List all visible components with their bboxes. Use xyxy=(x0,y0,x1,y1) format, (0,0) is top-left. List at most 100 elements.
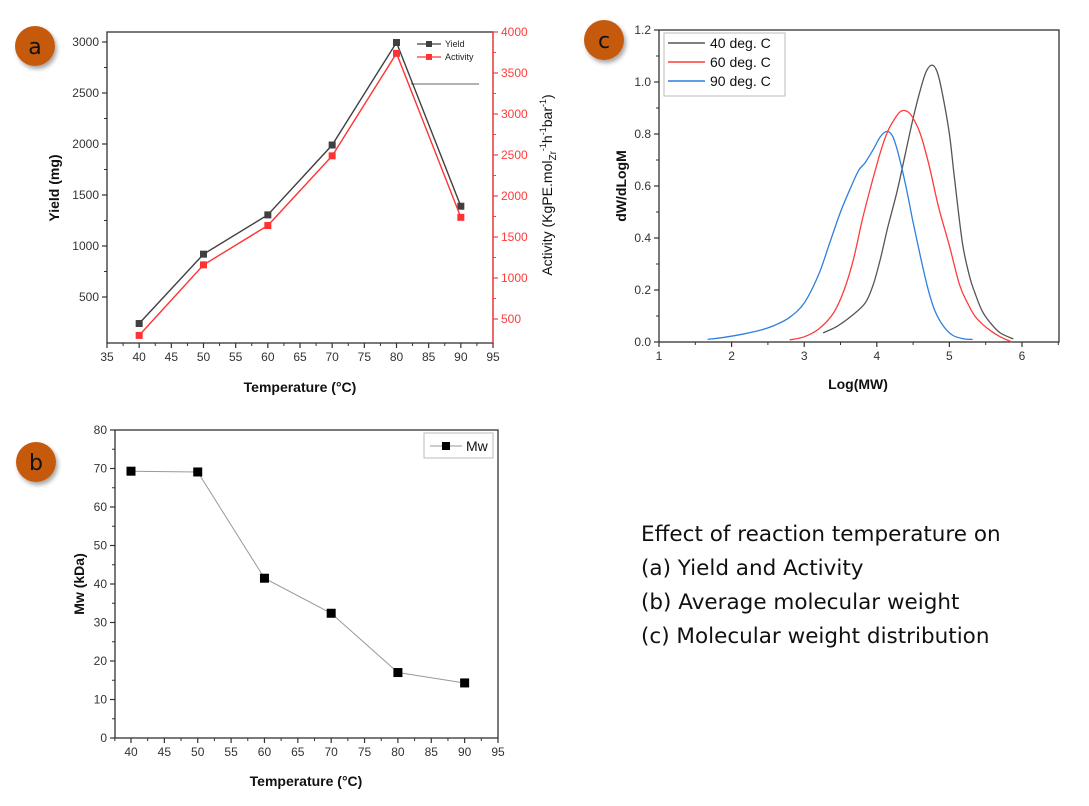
data-point-yield xyxy=(393,39,400,47)
legend-label: Mw xyxy=(466,438,489,454)
y-tick-label: 0.4 xyxy=(634,231,651,245)
badge-label-a: a xyxy=(28,35,41,60)
data-point-yield xyxy=(200,250,207,258)
legend-b: Mw xyxy=(423,432,494,459)
x-tick-label: 3 xyxy=(801,349,808,363)
x-axis-title-c: Log(MW) xyxy=(828,376,888,392)
x-tick-label: 5 xyxy=(946,349,953,363)
y-axis-title-a: Yield (mg) xyxy=(46,154,62,221)
y-tick-label: 60 xyxy=(94,500,108,514)
data-point-activity xyxy=(393,49,400,57)
caption-line: Effect of reaction temperature on xyxy=(641,522,1001,547)
y-tick-label: 0.6 xyxy=(634,179,651,193)
plot-frame-b xyxy=(114,429,499,739)
y-tick-label: 40 xyxy=(94,577,108,591)
data-point-mw xyxy=(193,467,203,477)
legend-a: Yield Activity xyxy=(411,39,479,85)
caption-line: (b) Average molecular weight xyxy=(641,590,960,615)
y-axis-title-c: dW/dLogM xyxy=(613,150,629,222)
y-tick-label: 500 xyxy=(79,290,99,304)
data-point-mw xyxy=(326,608,336,618)
x-tick-label: 80 xyxy=(391,745,405,759)
x-tick-label: 70 xyxy=(325,745,339,759)
series-line-yield xyxy=(138,40,462,324)
badge-circle-b xyxy=(16,442,56,482)
y-tick-label: 70 xyxy=(94,462,108,476)
series-line-mw xyxy=(130,470,465,684)
x-tick-label: 95 xyxy=(491,745,505,759)
y-tick-label: 0.2 xyxy=(634,283,651,297)
data-point-mw xyxy=(126,466,136,476)
figure-caption: Effect of reaction temperature on (a) Yi… xyxy=(641,518,1001,654)
series-line-activity xyxy=(138,51,462,336)
x-tick-label: 80 xyxy=(390,350,404,364)
data-point-yield xyxy=(457,202,465,210)
x-tick-label: 55 xyxy=(229,350,243,364)
x-tick-label: 4 xyxy=(873,349,880,363)
data-point-yield xyxy=(264,211,272,219)
y-tick-label: 80 xyxy=(94,423,108,437)
x-tick-label: 65 xyxy=(291,745,305,759)
x-tick-label: 40 xyxy=(132,350,146,364)
y2-axis-title-a: Activity (KgPE.molZr-1h-1bar-1) xyxy=(538,94,559,275)
x-tick-label: 1 xyxy=(656,349,663,363)
x-axis-title-b: Temperature (°C) xyxy=(250,773,363,789)
x-tick-label: 60 xyxy=(261,350,275,364)
caption-line: (a) Yield and Activity xyxy=(641,556,864,581)
x-tick-label: 40 xyxy=(124,745,138,759)
data-point-activity xyxy=(200,261,207,269)
badge-label-c: c xyxy=(598,29,610,54)
y-tick-label: 1500 xyxy=(72,188,99,202)
y-tick-label: 2500 xyxy=(501,148,528,162)
y-tick-label: 30 xyxy=(94,616,108,630)
badge-circle-a xyxy=(15,26,55,66)
x-tick-label: 35 xyxy=(100,350,114,364)
series-curve-40c xyxy=(822,64,1014,340)
legend-label: 60 deg. C xyxy=(710,54,771,70)
data-point-activity xyxy=(135,331,143,339)
data-point-mw xyxy=(393,668,403,678)
badge-b: b xyxy=(16,442,56,482)
y-tick-label: 1.2 xyxy=(634,23,651,37)
data-point-yield xyxy=(328,141,336,149)
y-tick-label: 1.0 xyxy=(634,75,651,89)
x-tick-label: 65 xyxy=(293,350,307,364)
x-tick-label: 50 xyxy=(197,350,211,364)
data-point-mw xyxy=(460,678,470,688)
y-tick-label: 3000 xyxy=(501,107,528,121)
x-tick-label: 50 xyxy=(191,745,205,759)
badge-c: c xyxy=(584,20,624,60)
x-tick-label: 90 xyxy=(458,745,472,759)
data-point-yield xyxy=(135,320,143,328)
legend-marker xyxy=(442,442,450,450)
x-tick-label: 60 xyxy=(258,745,272,759)
x-tick-label: 45 xyxy=(158,745,172,759)
y-tick-label: 1500 xyxy=(501,230,528,244)
x-tick-label: 2 xyxy=(728,349,735,363)
x-tick-label: 45 xyxy=(165,350,179,364)
series-curve-90c xyxy=(707,130,973,341)
data-point-mw xyxy=(259,573,269,583)
y-tick-label: 4000 xyxy=(501,25,528,39)
y-tick-label: 500 xyxy=(501,312,521,326)
panel-a-yield-activity-chart: 35 40 45 50 55 60 65 70 75 80 85 90 95 500 1000 1500 200… xyxy=(46,25,559,395)
x-tick-label: 6 xyxy=(1019,349,1026,363)
legend-label: Yield xyxy=(445,39,465,49)
data-point-activity xyxy=(264,222,272,230)
y-axis-title-b: Mw (kDa) xyxy=(71,553,87,614)
y-tick-label: 1000 xyxy=(501,271,528,285)
badge-a: a xyxy=(15,26,55,66)
x-tick-label: 95 xyxy=(486,350,500,364)
series-curve-60c xyxy=(789,109,1013,343)
x-tick-label: 75 xyxy=(358,350,372,364)
y-tick-label: 50 xyxy=(94,539,108,553)
caption-line: (c) Molecular weight distribution xyxy=(641,624,990,649)
y-tick-label: 0.8 xyxy=(634,127,651,141)
badge-label-b: b xyxy=(29,451,43,476)
data-point-activity xyxy=(328,152,336,160)
data-point-activity xyxy=(457,213,465,221)
x-tick-label: 70 xyxy=(325,350,339,364)
y-tick-label: 0 xyxy=(100,731,107,745)
x-tick-label: 85 xyxy=(422,350,436,364)
